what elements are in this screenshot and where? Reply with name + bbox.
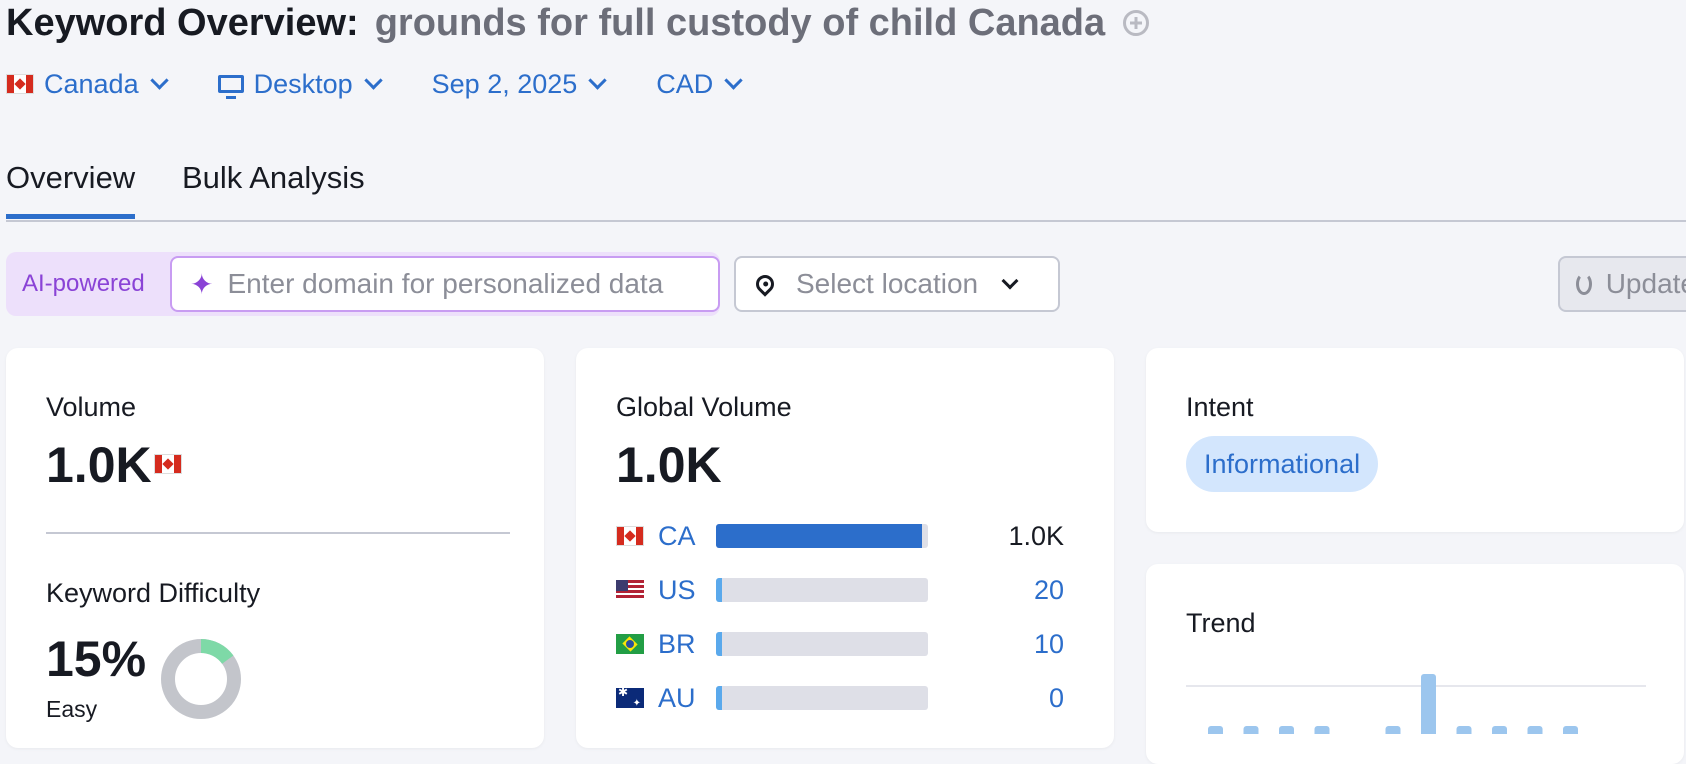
volume-bar-track xyxy=(716,686,928,710)
volume-value: 1.0K xyxy=(46,437,152,493)
trend-bar[interactable] xyxy=(1314,726,1330,734)
trend-bar[interactable] xyxy=(1421,674,1436,734)
chevron-down-icon xyxy=(149,70,169,90)
domain-input[interactable]: ✦ Enter domain for personalized data xyxy=(170,256,720,312)
desktop-icon xyxy=(217,75,244,99)
refresh-icon xyxy=(1576,273,1592,295)
volume-bar-fill xyxy=(716,524,922,548)
ai-personalization: AI-powered ✦ Enter domain for personaliz… xyxy=(6,252,720,316)
device-filter-label: Desktop xyxy=(253,68,353,99)
volume-bar-fill xyxy=(716,632,723,656)
tab-bulk-analysis[interactable]: Bulk Analysis xyxy=(182,160,365,195)
date-filter-label: Sep 2, 2025 xyxy=(431,68,578,99)
chevron-down-icon xyxy=(1001,272,1019,290)
chevron-down-icon xyxy=(724,70,744,90)
add-keyword-icon[interactable] xyxy=(1123,10,1150,36)
country-code: AU xyxy=(658,682,696,713)
intent-badge[interactable]: Informational xyxy=(1186,436,1379,492)
country-code: CA xyxy=(658,520,696,551)
kd-rating: Easy xyxy=(46,696,98,722)
country-volume: 1.0K xyxy=(1008,520,1064,551)
kd-donut-arc xyxy=(161,639,241,719)
sparkle-icon: ✦ xyxy=(190,268,214,300)
intent-card: Intent Informational xyxy=(1146,348,1684,532)
kd-donut-chart xyxy=(161,639,241,719)
tab-overview[interactable]: Overview xyxy=(6,160,136,219)
canada-flag-icon xyxy=(616,526,644,546)
trend-bar[interactable] xyxy=(1385,726,1401,734)
page-header: Keyword Overview: grounds for full custo… xyxy=(6,0,1150,46)
kd-label: Keyword Difficulty xyxy=(46,578,261,608)
canada-flag-icon xyxy=(6,74,34,94)
divider xyxy=(46,532,510,534)
country-filter-label: Canada xyxy=(44,68,139,99)
location-select-placeholder: Select location xyxy=(796,268,979,299)
volume-bar-fill xyxy=(716,686,723,710)
ai-powered-label: AI-powered xyxy=(22,270,145,297)
brazil-flag-icon xyxy=(616,634,644,654)
volume-bar-track xyxy=(716,524,928,548)
volume-bar-track xyxy=(716,632,928,656)
canada-flag-icon xyxy=(154,454,182,474)
country-filter[interactable]: Canada xyxy=(6,68,169,100)
volume-label: Volume xyxy=(46,392,137,422)
country-row[interactable]: US 20 xyxy=(616,573,1064,607)
kd-value: 15% xyxy=(46,631,147,687)
usa-flag-icon xyxy=(616,580,644,600)
country-code: US xyxy=(658,574,696,605)
tab-bar: Overview Bulk Analysis xyxy=(6,150,1686,222)
country-code: BR xyxy=(658,628,696,659)
update-button[interactable]: Update xyxy=(1558,256,1686,312)
volume-bar-fill xyxy=(716,578,723,602)
domain-input-placeholder: Enter domain for personalized data xyxy=(227,268,664,299)
trend-bar[interactable] xyxy=(1208,726,1223,734)
location-select[interactable]: Select location xyxy=(734,256,1060,312)
country-row[interactable]: AU 0 xyxy=(616,681,1064,715)
global-volume-card: Global Volume 1.0K CA 1.0K US 20 BR 10 A… xyxy=(576,348,1114,748)
location-pin-icon xyxy=(752,271,778,297)
chevron-down-icon xyxy=(588,70,607,90)
global-volume-value: 1.0K xyxy=(616,437,722,493)
country-volume[interactable]: 0 xyxy=(1048,682,1064,713)
keyword-title: grounds for full custody of child Canada xyxy=(374,1,1106,44)
trend-bar[interactable] xyxy=(1563,726,1578,734)
country-volume[interactable]: 20 xyxy=(1033,574,1064,605)
chevron-down-icon xyxy=(363,70,383,90)
currency-filter-label: CAD xyxy=(656,68,714,99)
filters-bar: Canada Desktop Sep 2, 2025 CAD xyxy=(6,66,792,102)
intent-label: Intent xyxy=(1186,392,1254,422)
country-row[interactable]: CA 1.0K xyxy=(616,519,1064,553)
trend-bar[interactable] xyxy=(1527,726,1543,734)
trend-card: Trend xyxy=(1146,564,1684,764)
volume-bar-track xyxy=(716,578,928,602)
trend-bar[interactable] xyxy=(1279,726,1294,734)
update-button-label: Update xyxy=(1605,268,1686,299)
trend-chart xyxy=(1186,674,1646,734)
global-volume-label: Global Volume xyxy=(616,392,792,422)
trend-bar[interactable] xyxy=(1492,726,1507,734)
currency-filter[interactable]: CAD xyxy=(656,68,744,100)
australia-flag-icon xyxy=(616,685,644,709)
trend-label: Trend xyxy=(1186,608,1256,638)
trend-bar[interactable] xyxy=(1456,726,1472,734)
volume-card: Volume 1.0K Keyword Difficulty 15% Easy xyxy=(6,348,544,748)
device-filter[interactable]: Desktop xyxy=(217,68,383,100)
page-title: Keyword Overview: xyxy=(6,1,359,44)
country-volume[interactable]: 10 xyxy=(1033,628,1064,659)
trend-bar[interactable] xyxy=(1243,726,1259,734)
date-filter[interactable]: Sep 2, 2025 xyxy=(431,68,607,100)
country-row[interactable]: BR 10 xyxy=(616,627,1064,661)
